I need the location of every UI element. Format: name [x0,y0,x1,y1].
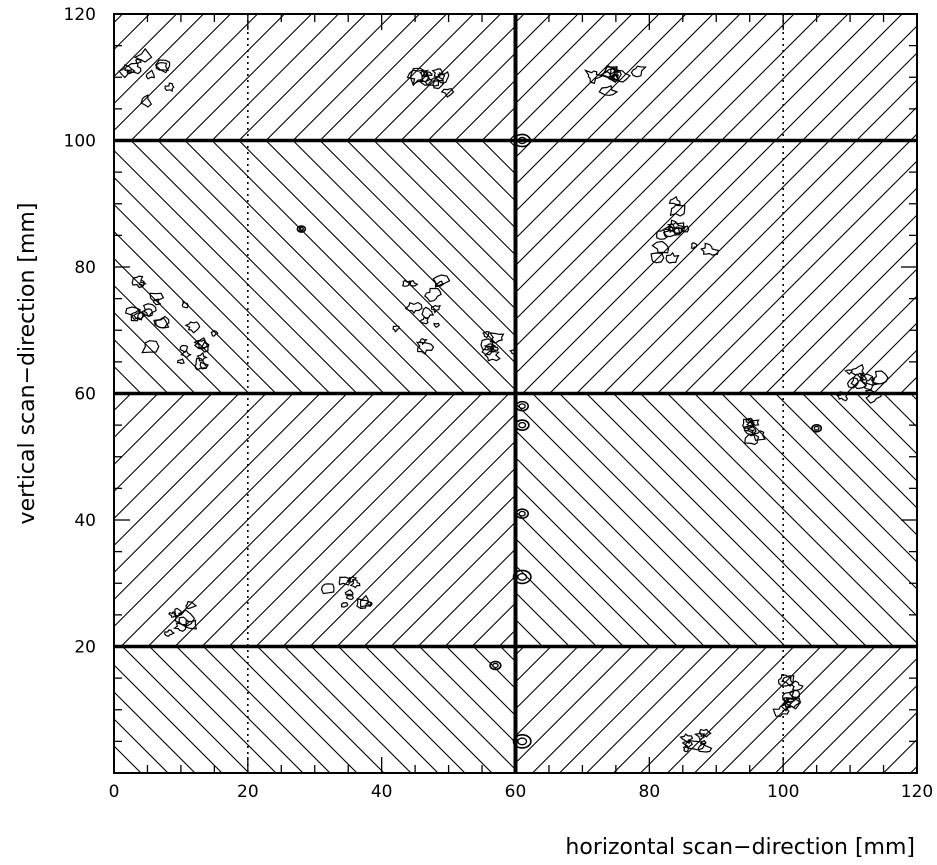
contour-cluster-4 [164,600,198,637]
x-tick-label-40: 40 [371,782,393,802]
hatched-region-8 [515,646,917,773]
contour-ring-9 [296,225,307,233]
y-axis-title: vertical scan−direction [mm] [15,203,40,525]
y-tick-label-60: 60 [74,385,96,405]
contour-ring-8 [811,423,823,433]
x-tick-labels: 0 20 40 60 80 100 120 [109,782,934,802]
hatched-regions [114,14,917,773]
y-tick-label-20: 20 [74,638,96,658]
hatched-region-4 [515,140,917,394]
y-tick-label-80: 80 [74,258,96,278]
hatched-region-2 [515,14,917,141]
contour-cluster-1 [118,47,175,108]
x-axis-title: horizontal scan−direction [mm] [565,835,915,860]
contour-cluster-7 [406,67,455,98]
x-tick-label-60: 60 [505,782,527,802]
contour-cluster-11 [320,575,373,610]
x-tick-label-0: 0 [109,782,120,802]
hatched-region-5 [114,393,516,647]
contour-cluster-13 [679,728,713,753]
contour-cluster-6 [480,330,517,362]
contour-ring-7 [489,660,502,671]
x-tick-label-120: 120 [901,782,933,802]
contour-cluster-12 [772,673,804,717]
contour-cluster-5 [392,274,451,355]
hatched-region-1 [114,14,516,141]
hatched-region-6 [515,393,917,647]
axis-ticks [113,13,918,774]
contour-cluster-3 [176,321,219,371]
module-boundaries [114,14,917,773]
x-tick-label-20: 20 [237,782,259,802]
x-tick-label-100: 100 [767,782,799,802]
contour-ring-4 [512,569,532,585]
contour-cluster-14 [742,417,766,446]
hatched-region-3 [114,140,516,394]
y-tick-labels: 20 40 60 80 100 120 [64,5,96,658]
contour-ring-6 [512,734,532,749]
y-tick-label-40: 40 [74,511,96,531]
x-tick-label-80: 80 [639,782,661,802]
contour-rings [296,133,823,749]
contour-cluster-8 [650,195,720,264]
contour-cluster-10 [836,363,889,404]
y-tick-label-120: 120 [64,5,96,25]
contour-clusters [118,47,889,753]
contour-cluster-9 [583,64,647,96]
contour-cluster-2 [124,275,189,354]
y-tick-label-100: 100 [64,132,96,152]
contour-ring-2 [514,419,530,431]
hatched-region-7 [114,646,516,773]
